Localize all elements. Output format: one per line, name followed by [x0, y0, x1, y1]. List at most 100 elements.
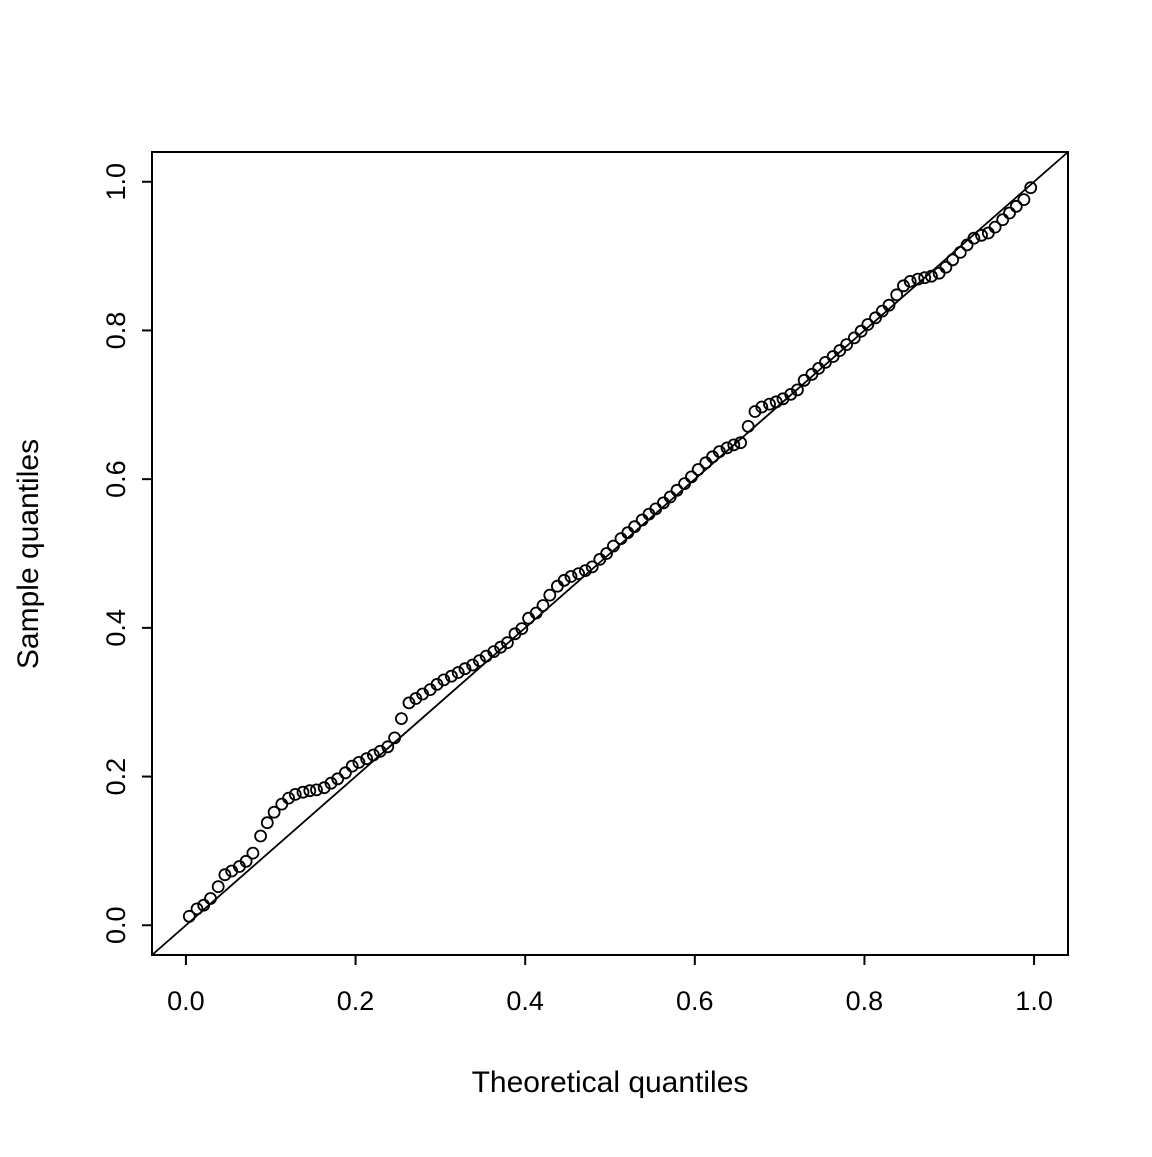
data-point	[1003, 206, 1016, 220]
data-point	[981, 226, 995, 240]
data-point	[628, 520, 641, 534]
data-point	[572, 567, 585, 580]
data-point	[197, 898, 211, 912]
data-point	[394, 712, 408, 725]
data-point	[275, 797, 289, 811]
data-point	[288, 788, 302, 801]
data-point	[282, 791, 296, 805]
data-point	[458, 662, 472, 676]
data-point	[1009, 199, 1023, 213]
identity-line	[151, 151, 1069, 956]
data-point	[529, 606, 543, 620]
y-axis-tick-label: 0.6	[101, 460, 131, 498]
data-point	[840, 338, 853, 352]
data-point	[614, 532, 628, 545]
data-point	[939, 260, 953, 274]
data-point	[254, 829, 268, 843]
data-point	[890, 288, 904, 302]
x-axis-tick-label: 1.0	[1015, 986, 1053, 1016]
data-point	[763, 397, 776, 411]
data-point	[607, 539, 620, 553]
data-point	[882, 298, 896, 312]
data-point	[869, 311, 882, 325]
data-point	[310, 783, 323, 797]
data-point	[713, 445, 726, 459]
data-point	[918, 271, 932, 285]
data-point	[720, 441, 734, 455]
data-point	[953, 245, 967, 259]
y-axis-tick-label: 0.0	[101, 906, 131, 944]
data-point	[1017, 193, 1031, 207]
data-point	[769, 395, 783, 409]
data-point	[699, 456, 713, 470]
data-point	[296, 785, 310, 799]
x-axis-tick-label: 0.8	[846, 986, 884, 1016]
data-point	[975, 228, 988, 242]
x-axis-tick-label: 0.6	[676, 986, 714, 1016]
data-point	[182, 909, 196, 923]
data-point	[324, 776, 338, 790]
data-point	[854, 324, 868, 338]
data-point	[600, 547, 613, 560]
data-point	[826, 350, 840, 363]
data-point	[536, 599, 550, 612]
data-point	[451, 666, 465, 679]
y-axis-tick-label: 1.0	[101, 163, 131, 201]
data-point	[960, 238, 974, 252]
data-point	[352, 756, 366, 769]
data-point	[260, 816, 274, 830]
x-axis-tick-label: 0.2	[337, 986, 375, 1016]
data-point	[522, 611, 535, 625]
data-point	[345, 759, 359, 773]
data-point	[543, 588, 557, 602]
data-point	[204, 892, 217, 905]
data-point	[500, 636, 514, 650]
plot-generated-layer: 0.0 0.2 0.4 0.6 0.8 1.0 0.0 0.2 0.4 0.6 0.8 1.0	[101, 151, 1069, 1016]
data-point	[635, 513, 649, 527]
data-point	[190, 902, 204, 916]
x-axis-title: Theoretical quantiles	[472, 1066, 749, 1099]
data-point	[996, 213, 1010, 227]
data-point	[487, 645, 501, 658]
data-point	[897, 279, 910, 293]
data-point	[685, 470, 698, 484]
y-axis-title: Sample quantiles	[12, 439, 45, 669]
data-point	[734, 436, 747, 450]
data-point	[741, 419, 755, 433]
data-point	[466, 658, 480, 672]
data-point	[670, 483, 684, 497]
data-point	[678, 477, 691, 491]
data-point	[791, 383, 804, 397]
data-point	[967, 231, 981, 245]
data-point	[833, 344, 847, 357]
data-point	[366, 748, 380, 762]
data-point	[847, 331, 861, 345]
x-axis-tick-label: 0.4	[506, 986, 544, 1016]
data-point	[585, 560, 599, 574]
data-point	[1024, 181, 1038, 195]
y-axis-tick-label: 0.4	[101, 609, 131, 647]
data-point	[551, 579, 564, 593]
data-point	[239, 854, 253, 868]
data-point	[557, 573, 571, 587]
data-point	[515, 622, 529, 635]
data-point	[388, 731, 402, 745]
data-point	[988, 220, 1002, 234]
data-point	[303, 784, 317, 798]
data-point	[437, 673, 451, 687]
data-point	[218, 868, 232, 882]
x-axis-tick-label: 0.0	[167, 986, 205, 1016]
data-point	[338, 766, 352, 780]
data-point	[246, 846, 260, 860]
data-point	[727, 438, 741, 452]
data-point	[211, 880, 225, 893]
data-point	[861, 318, 875, 331]
data-point	[663, 490, 677, 504]
data-point	[579, 564, 592, 577]
data-point	[444, 669, 458, 683]
data-point	[402, 696, 416, 710]
data-point	[621, 526, 635, 540]
data-point	[911, 272, 925, 286]
